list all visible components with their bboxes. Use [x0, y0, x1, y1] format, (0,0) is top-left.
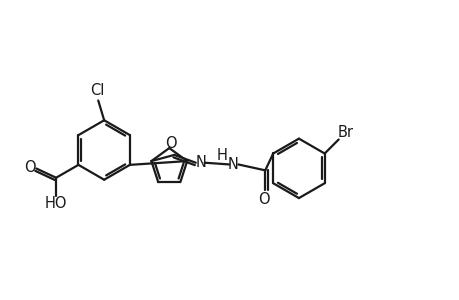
Text: O: O — [258, 192, 269, 207]
Text: O: O — [25, 160, 36, 175]
Text: HO: HO — [45, 196, 67, 211]
Text: O: O — [165, 136, 177, 151]
Text: Cl: Cl — [90, 83, 104, 98]
Text: Br: Br — [337, 125, 353, 140]
Text: N: N — [227, 157, 238, 172]
Text: N: N — [195, 155, 206, 170]
Text: H: H — [217, 148, 227, 163]
